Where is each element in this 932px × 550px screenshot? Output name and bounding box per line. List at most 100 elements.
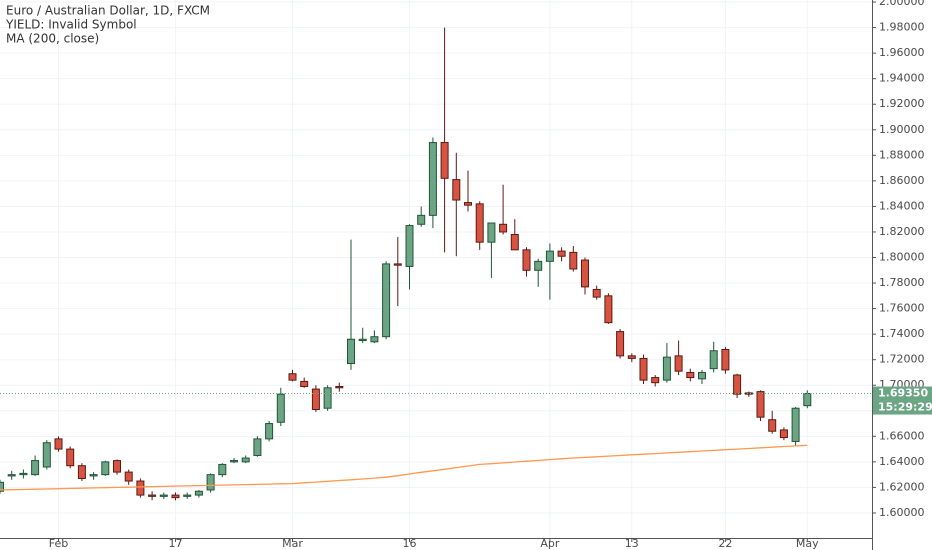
candle-body [136,480,145,496]
candle-body [405,225,414,267]
candle-body [19,472,28,476]
candle-body [475,203,484,243]
candle-body [241,457,250,463]
candle-body [709,350,718,370]
candle-body [206,474,215,491]
candle-body [89,474,98,477]
candle-body [347,338,355,365]
candle-body [428,142,437,216]
candle-body [194,490,203,496]
candle-body [113,460,121,473]
candle-body [510,234,519,251]
countdown-label: 15:29:29 [878,401,932,414]
candle-body [311,388,320,411]
candle-body [358,338,367,342]
candle-body [452,179,461,201]
candle-body [733,374,742,395]
candle-body [265,423,274,440]
y-tick-label: 1.64000 [879,455,925,468]
candle-body [77,465,86,479]
candle-body [288,373,297,381]
candle-body [487,222,496,243]
candle-body [382,263,391,338]
marks [0,27,872,501]
y-tick-label: 1.86000 [879,174,925,187]
candle-body [662,356,671,381]
candle-body [698,371,706,380]
x-tick-label: Apr [540,537,560,550]
candle-body [148,494,157,497]
y-tick-label: 1.94000 [879,72,925,85]
y-tick-label: 1.78000 [879,276,925,289]
chart-title: Euro / Australian Dollar, 1D, FXCM [6,4,210,18]
x-tick-label: 16 [403,537,417,550]
candle-body [440,142,449,179]
candle-body [393,263,402,266]
x-tick-label: 17 [169,537,183,550]
x-tick-label: Feb [49,537,68,550]
candle-body [522,249,531,271]
y-tick-label: 1.62000 [879,480,925,493]
candle-body [464,202,472,206]
y-tick-label: 1.84000 [879,199,925,212]
candle-body [101,461,110,476]
candle-body [323,387,332,409]
candle-body [42,442,51,468]
candle-body [253,438,262,456]
candle-body [54,438,63,450]
candle-body [791,407,800,442]
y-tick-label: 1.80000 [879,251,925,264]
candle-body [159,494,168,497]
candle-body [276,393,285,423]
candle-body [604,295,613,324]
candle-body [616,331,625,357]
candle-body [230,460,238,463]
y-tick-label: 2.00000 [879,0,925,8]
y-tick-label: 1.76000 [879,302,925,315]
study-legend: YIELD: Invalid Symbol [5,18,137,32]
y-tick-label: 1.74000 [879,327,925,340]
x-tick-label: 13 [625,537,639,550]
y-tick-label: 1.88000 [879,148,925,161]
candle-body [639,357,648,381]
candle-body [627,355,636,359]
candle-body [803,393,812,407]
candle-body [721,348,730,371]
candle-body [581,259,589,288]
y-tick-label: 1.66000 [879,429,925,442]
x-tick-label: 22 [718,537,732,550]
candle-body [545,250,554,262]
candle-body [335,386,344,389]
candle-body [534,260,543,271]
axes: 1.600001.620001.640001.660001.680001.700… [49,0,932,550]
x-tick-label: May [796,537,819,550]
candle-body [7,474,16,477]
candle-body [31,460,40,476]
candle-body [218,463,227,476]
candle-body [651,377,660,384]
candle-body [417,214,426,225]
candle-body [768,419,777,432]
y-tick-label: 1.60000 [879,506,925,519]
y-tick-label: 1.96000 [879,46,925,59]
candle-body [674,355,683,372]
candle-body [300,380,309,388]
candle-body [66,448,75,467]
y-tick-label: 1.72000 [879,353,925,366]
candle-body [686,371,695,379]
last-price-tag [873,386,932,401]
candle-body [499,223,508,233]
last-price-label: 1.69350 [878,387,928,400]
candle-body [557,250,566,257]
candle-body [183,494,192,497]
candle-body [744,392,753,395]
y-tick-label: 1.92000 [879,97,925,110]
candle-body [124,471,133,482]
candle-body [0,481,4,492]
candle-body [370,336,379,343]
candle-body [779,429,788,439]
ma-line [0,444,808,491]
x-tick-label: Mar [282,537,303,550]
